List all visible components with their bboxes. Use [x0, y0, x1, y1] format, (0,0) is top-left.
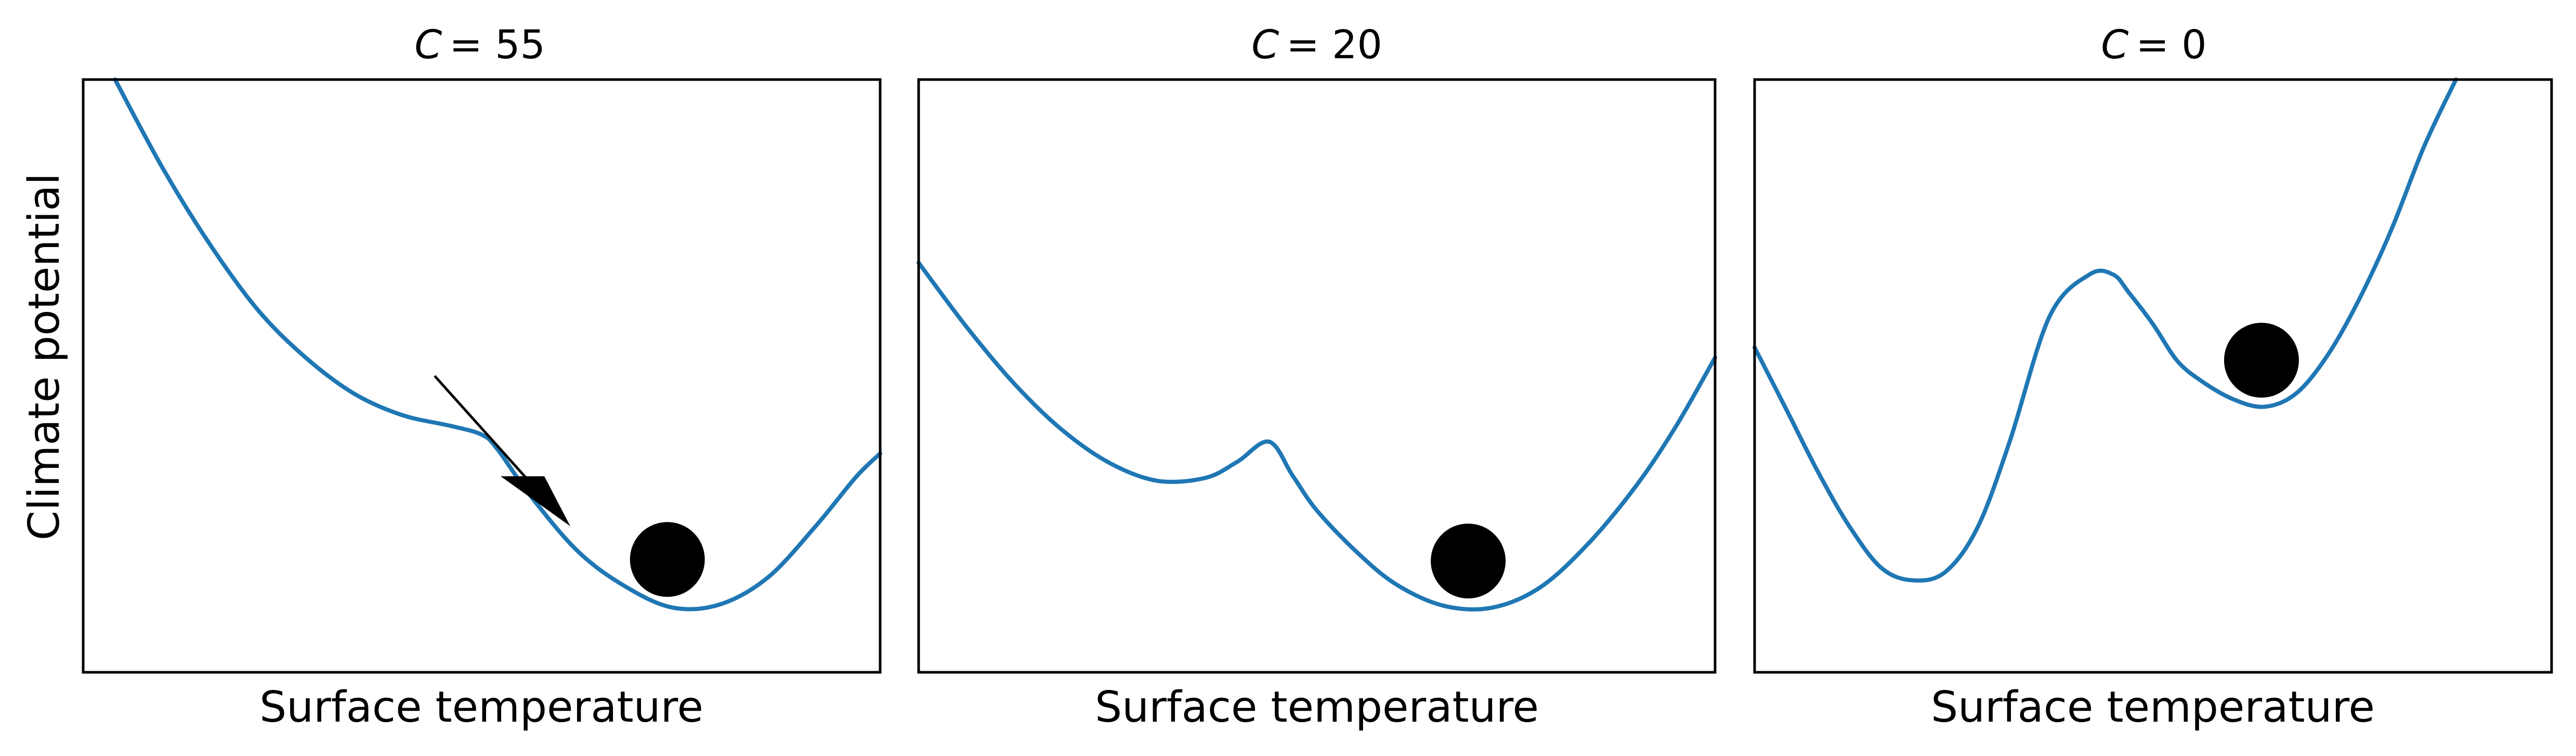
- panel-title-var: C: [2101, 21, 2128, 68]
- plot-frame: [1753, 78, 2553, 674]
- ball-marker: [1431, 524, 1506, 598]
- panel-title-value: = 55: [449, 21, 545, 68]
- panel-title-c0: C = 0: [2101, 21, 2206, 68]
- panel-title-value: = 0: [2136, 21, 2206, 68]
- plot-frame: [917, 78, 1717, 674]
- potential-curve: [917, 260, 1717, 612]
- potential-curve: [113, 77, 882, 611]
- panel-c20: C = 20 Surface temperature: [917, 21, 1717, 732]
- panel-title-var: C: [1251, 21, 1279, 68]
- ball-marker: [630, 522, 705, 597]
- plot-frame: [82, 78, 882, 674]
- panel-title-value: = 20: [1286, 21, 1382, 68]
- y-axis-label: Climate potential: [20, 173, 69, 540]
- potential-curve: [1753, 77, 2458, 583]
- panel-title-c20: C = 20: [1251, 21, 1382, 68]
- panel-title-c55: C = 55: [414, 21, 545, 68]
- panel-c55: C = 55 Surface temperature: [82, 21, 882, 732]
- x-axis-label: Surface temperature: [1931, 683, 2375, 732]
- x-axis-label: Surface temperature: [259, 683, 703, 732]
- tipping-arrow-shaft: [434, 375, 527, 478]
- panel-title-var: C: [414, 21, 442, 68]
- tipping-arrow-head: [501, 476, 570, 526]
- x-axis-label: Surface temperature: [1095, 683, 1539, 732]
- ball-marker: [2224, 322, 2299, 398]
- panel-c0: C = 0 Surface temperature: [1753, 21, 2553, 732]
